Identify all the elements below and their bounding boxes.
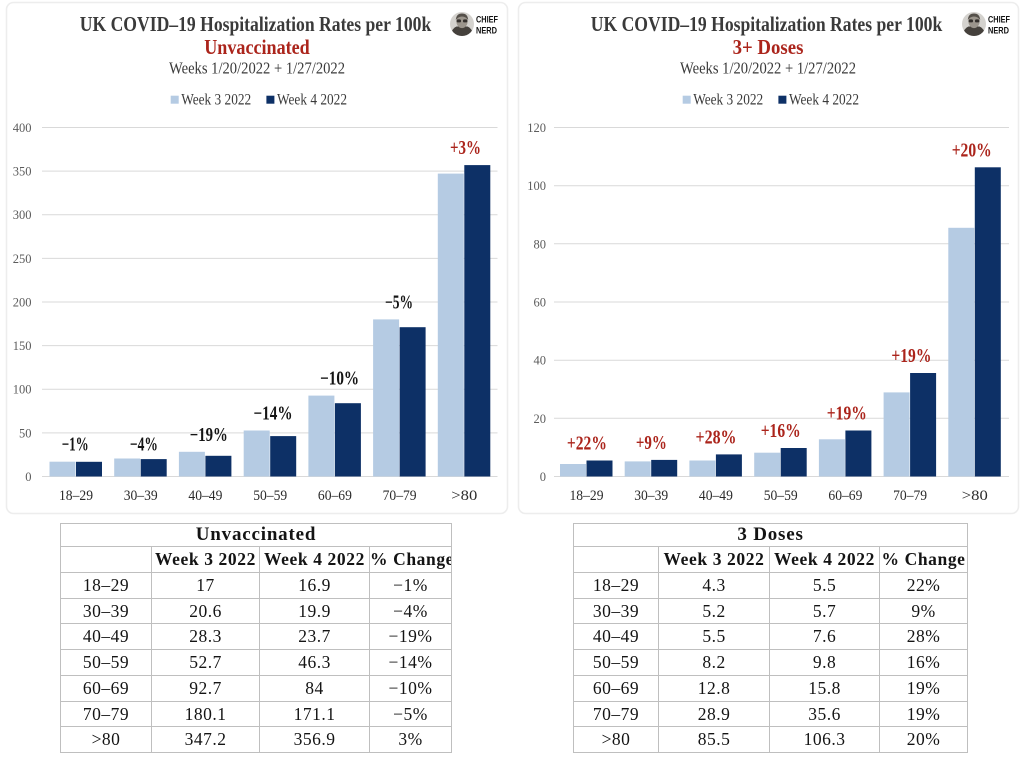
svg-text:UK COVID–19 Hospitalization Ra: UK COVID–19 Hospitalization Rates per 10… bbox=[80, 12, 432, 36]
svg-text:−4%: −4% bbox=[130, 435, 158, 456]
svg-text:Week 3 2022: Week 3 2022 bbox=[693, 92, 763, 109]
svg-text:100: 100 bbox=[13, 383, 32, 397]
svg-text:200: 200 bbox=[13, 296, 32, 310]
svg-text:40–49: 40–49 bbox=[699, 488, 733, 504]
svg-text:50–59: 50–59 bbox=[253, 488, 287, 504]
svg-text:20: 20 bbox=[534, 412, 547, 426]
svg-text:NERD: NERD bbox=[988, 26, 1009, 36]
svg-text:60–69: 60–69 bbox=[318, 488, 352, 504]
svg-text:UK COVID–19 Hospitalization Ra: UK COVID–19 Hospitalization Rates per 10… bbox=[591, 12, 943, 36]
svg-text:80: 80 bbox=[534, 237, 547, 251]
svg-text:>80: >80 bbox=[962, 488, 988, 504]
svg-text:30–39: 30–39 bbox=[124, 488, 158, 504]
svg-text:+20%: +20% bbox=[952, 140, 992, 161]
svg-text:+22%: +22% bbox=[567, 434, 607, 455]
svg-text:300: 300 bbox=[13, 208, 32, 222]
svg-text:60–69: 60–69 bbox=[828, 488, 862, 504]
svg-text:3+ Doses: 3+ Doses bbox=[733, 35, 804, 59]
svg-text:50–59: 50–59 bbox=[764, 488, 798, 504]
svg-text:0: 0 bbox=[25, 470, 31, 484]
svg-text:30–39: 30–39 bbox=[634, 488, 668, 504]
svg-text:CHIEF: CHIEF bbox=[988, 15, 1010, 25]
svg-text:+28%: +28% bbox=[696, 427, 737, 448]
svg-text:Weeks 1/20/2022 + 1/27/2022: Weeks 1/20/2022 + 1/27/2022 bbox=[680, 59, 856, 78]
svg-text:+9%: +9% bbox=[636, 433, 667, 454]
svg-text:Week 3 2022: Week 3 2022 bbox=[181, 92, 251, 109]
svg-text:50: 50 bbox=[19, 426, 32, 440]
svg-text:18–29: 18–29 bbox=[59, 488, 93, 504]
svg-text:+19%: +19% bbox=[891, 346, 931, 367]
svg-text:70–79: 70–79 bbox=[383, 488, 417, 504]
svg-text:40: 40 bbox=[534, 354, 547, 368]
svg-text:40–49: 40–49 bbox=[188, 488, 222, 504]
svg-text:400: 400 bbox=[13, 121, 32, 135]
svg-text:>80: >80 bbox=[451, 488, 477, 504]
svg-text:−14%: −14% bbox=[254, 404, 293, 425]
svg-text:+19%: +19% bbox=[827, 404, 867, 425]
svg-text:150: 150 bbox=[13, 339, 32, 353]
svg-text:18–29: 18–29 bbox=[570, 488, 604, 504]
svg-text:120: 120 bbox=[527, 121, 546, 135]
svg-text:100: 100 bbox=[527, 179, 546, 193]
svg-text:−1%: −1% bbox=[62, 435, 89, 456]
svg-text:Unvaccinated: Unvaccinated bbox=[204, 35, 310, 59]
svg-text:−5%: −5% bbox=[385, 292, 413, 313]
svg-text:Week 4 2022: Week 4 2022 bbox=[789, 92, 859, 109]
svg-text:Week 4 2022: Week 4 2022 bbox=[277, 92, 347, 109]
svg-text:+16%: +16% bbox=[761, 421, 801, 442]
svg-text:250: 250 bbox=[13, 252, 32, 266]
svg-text:−19%: −19% bbox=[190, 425, 228, 446]
svg-text:−10%: −10% bbox=[320, 369, 359, 390]
svg-text:+3%: +3% bbox=[450, 138, 481, 159]
svg-text:70–79: 70–79 bbox=[893, 488, 927, 504]
svg-text:CHIEF: CHIEF bbox=[476, 15, 498, 25]
svg-text:NERD: NERD bbox=[476, 26, 497, 36]
svg-text:0: 0 bbox=[540, 470, 546, 484]
svg-text:Weeks 1/20/2022 + 1/27/2022: Weeks 1/20/2022 + 1/27/2022 bbox=[169, 59, 345, 78]
svg-text:60: 60 bbox=[534, 296, 547, 310]
svg-text:350: 350 bbox=[13, 165, 32, 179]
